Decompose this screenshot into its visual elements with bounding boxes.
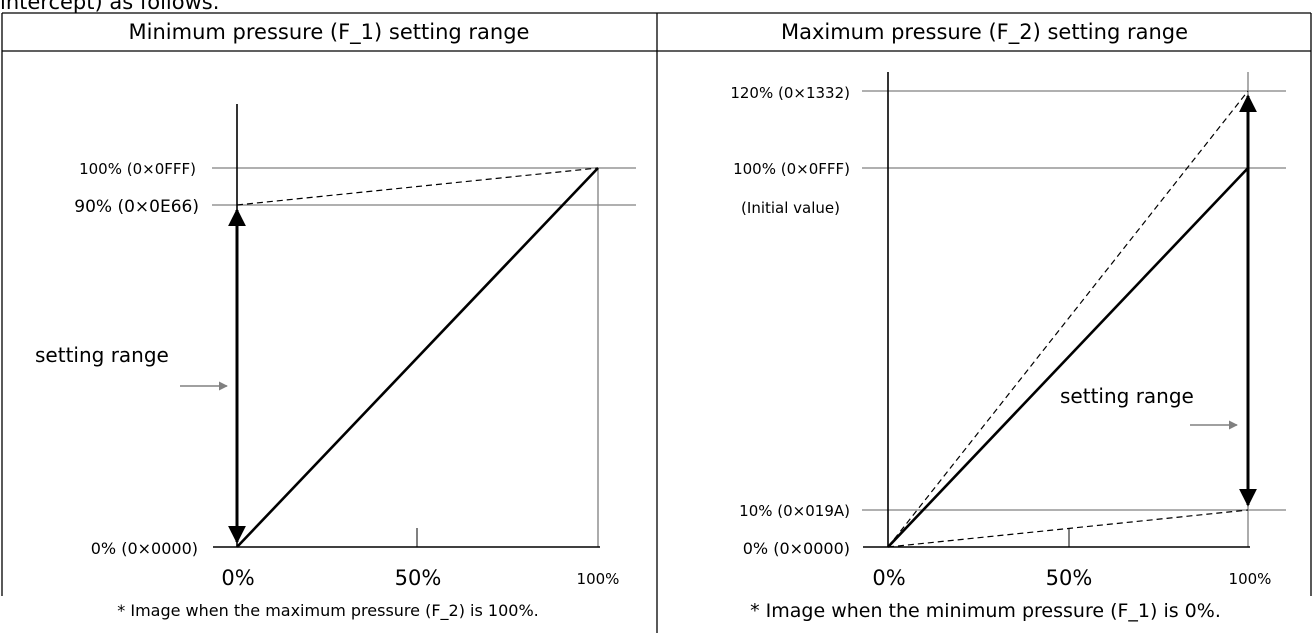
right-panel-header: Maximum pressure (F_2) setting range <box>780 20 1189 44</box>
right-dashed-line-upper <box>887 90 1249 548</box>
right-range-label: setting range <box>1060 384 1194 408</box>
table-frame <box>1 12 1312 633</box>
right-solid-line <box>887 167 1249 548</box>
right-y-label-10: 10% (0×019A) <box>739 502 850 520</box>
right-y-label-100: 100% (0×0FFF) <box>733 160 850 178</box>
left-x-label-0: 0% <box>221 566 254 590</box>
left-x-label-50: 50% <box>395 566 442 590</box>
left-solid-line <box>236 167 599 548</box>
right-dashed-line-lower <box>887 509 1249 548</box>
left-y-label-0: 0% (0×0000) <box>91 539 198 558</box>
right-graph: 120% (0×1332) 100% (0×0FFF) (Initial val… <box>730 72 1286 590</box>
left-footnote: * Image when the maximum pressure (F_2) … <box>117 601 539 620</box>
left-graph: 100% (0×0FFF) 90% (0×0E66) 0% (0×0000) 0… <box>35 104 636 590</box>
right-x-label-50: 50% <box>1046 566 1093 590</box>
right-x-label-0: 0% <box>872 566 905 590</box>
right-y-label-120: 120% (0×1332) <box>730 84 850 102</box>
paragraph-fragment: intercept) as follows. <box>0 0 220 14</box>
right-y-label-initial: (Initial value) <box>741 199 840 217</box>
left-y-label-90: 90% (0×0E66) <box>74 197 199 217</box>
right-footnote: * Image when the minimum pressure (F_1) … <box>750 600 1221 622</box>
right-y-label-0: 0% (0×0000) <box>743 539 850 558</box>
left-y-label-100: 100% (0×0FFF) <box>79 160 196 178</box>
left-dashed-line <box>236 167 599 206</box>
right-x-label-100: 100% <box>1229 570 1272 588</box>
left-range-label: setting range <box>35 343 169 367</box>
left-x-label-100: 100% <box>577 570 620 588</box>
left-panel-header: Minimum pressure (F_1) setting range <box>128 20 530 44</box>
